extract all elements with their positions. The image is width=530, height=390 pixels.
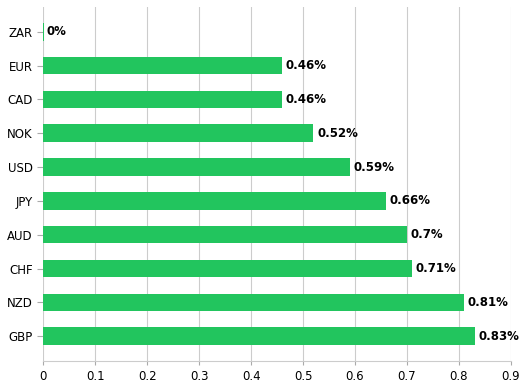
Bar xyxy=(43,327,474,345)
Text: 0%: 0% xyxy=(47,25,67,38)
Text: 0.7%: 0.7% xyxy=(411,228,443,241)
Text: 0.81%: 0.81% xyxy=(468,296,509,309)
Text: 0.52%: 0.52% xyxy=(317,127,358,140)
Bar xyxy=(43,158,350,176)
Bar xyxy=(43,260,412,277)
Text: 0.46%: 0.46% xyxy=(286,93,327,106)
Bar xyxy=(43,124,313,142)
Bar xyxy=(43,90,282,108)
Text: 0.71%: 0.71% xyxy=(416,262,456,275)
Text: 0.66%: 0.66% xyxy=(390,194,431,207)
Bar xyxy=(43,192,386,210)
Text: 0.46%: 0.46% xyxy=(286,59,327,72)
Bar xyxy=(43,226,407,243)
Bar xyxy=(43,294,464,311)
Bar xyxy=(43,57,282,74)
Text: 0.59%: 0.59% xyxy=(354,161,394,174)
Text: 0.83%: 0.83% xyxy=(478,330,519,343)
